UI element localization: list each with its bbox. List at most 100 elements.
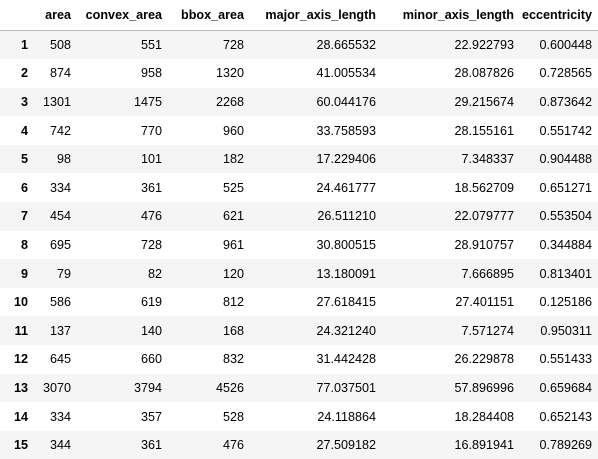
row-index: 7	[20, 209, 28, 224]
cell-major-axis-length: 24.118864	[317, 409, 376, 424]
cell-major-axis-length: 31.442428	[316, 352, 376, 367]
cell-area: 454	[49, 209, 71, 224]
cell-major-axis-length: 77.037501	[316, 380, 376, 395]
cell-area: 874	[49, 66, 71, 81]
cell-convex-area: 357	[140, 409, 162, 424]
cell-minor-axis-length: 7.571274	[461, 323, 514, 338]
table-row: 14 334 357 528 24.118864 18.284408 0.652143	[0, 402, 598, 431]
cell-major-axis-length: 60.044176	[316, 94, 376, 109]
cell-bbox-area: 120	[222, 266, 244, 281]
cell-convex-area: 361	[140, 180, 162, 195]
row-index: 14	[13, 409, 28, 424]
table-row: 12 645 660 832 31.442428 26.229878 0.551433	[0, 345, 598, 374]
row-index: 10	[13, 295, 28, 310]
cell-minor-axis-length: 28.087826	[454, 66, 514, 81]
cell-bbox-area: 960	[222, 123, 244, 138]
cell-eccentricity: 0.659684	[539, 380, 592, 395]
row-index: 5	[20, 152, 28, 167]
cell-eccentricity: 0.813401	[539, 266, 592, 281]
cell-area: 695	[49, 237, 71, 252]
cell-bbox-area: 1320	[215, 66, 244, 81]
cell-major-axis-length: 30.800515	[316, 237, 376, 252]
table-row: 9 79 82 120 13.180091 7.666895 0.813401	[0, 259, 598, 288]
cell-major-axis-length: 27.618415	[316, 295, 376, 310]
header-row: area convex_area bbox_area major_axis_le…	[0, 0, 598, 31]
cell-bbox-area: 4526	[215, 380, 244, 395]
row-index: 6	[20, 180, 28, 195]
cell-major-axis-length: 24.461777	[316, 180, 376, 195]
column-header-bbox-area: bbox_area	[168, 0, 250, 31]
table-row: 1 508 551 728 28.665532 22.922793 0.600448	[0, 30, 598, 60]
cell-convex-area: 770	[140, 123, 162, 138]
cell-eccentricity: 0.553504	[539, 209, 592, 224]
cell-bbox-area: 2268	[215, 94, 244, 109]
cell-minor-axis-length: 18.562709	[454, 180, 514, 195]
cell-area: 344	[49, 438, 71, 453]
table-row: 4 742 770 960 33.758593 28.155161 0.551742	[0, 116, 598, 145]
cell-eccentricity: 0.950311	[540, 323, 592, 338]
row-index: 2	[20, 66, 28, 81]
table-row: 11 137 140 168 24.321240 7.571274 0.950311	[0, 316, 598, 346]
cell-bbox-area: 621	[222, 209, 244, 224]
column-header-minor-axis-length: minor_axis_length	[382, 0, 520, 31]
cell-eccentricity: 0.652143	[539, 409, 592, 424]
cell-bbox-area: 182	[222, 152, 244, 167]
row-index: 3	[20, 94, 28, 109]
row-index: 11	[14, 323, 28, 338]
column-header-area: area	[36, 0, 77, 31]
cell-major-axis-length: 41.005534	[316, 66, 376, 81]
cell-eccentricity: 0.551433	[539, 352, 592, 367]
cell-eccentricity: 0.728565	[539, 66, 592, 81]
table-row: 6 334 361 525 24.461777 18.562709 0.651271	[0, 173, 598, 203]
table-header: area convex_area bbox_area major_axis_le…	[0, 0, 598, 31]
cell-minor-axis-length: 22.922793	[454, 38, 514, 53]
cell-bbox-area: 812	[222, 295, 244, 310]
cell-minor-axis-length: 18.284408	[454, 409, 514, 424]
row-index: 1	[20, 38, 28, 53]
cell-convex-area: 1475	[133, 94, 162, 109]
cell-bbox-area: 528	[222, 409, 244, 424]
cell-bbox-area: 832	[222, 352, 244, 367]
table-row: 3 1301 1475 2268 60.044176 29.215674 0.873642	[0, 87, 598, 117]
cell-convex-area: 361	[140, 438, 162, 453]
cell-convex-area: 660	[140, 352, 162, 367]
cell-convex-area: 3794	[133, 380, 162, 395]
row-index: 13	[13, 380, 28, 395]
cell-area: 137	[49, 323, 71, 338]
cell-bbox-area: 476	[222, 438, 244, 453]
cell-major-axis-length: 27.509182	[316, 438, 376, 453]
column-header-major-axis-length: major_axis_length	[250, 0, 382, 31]
row-index: 12	[13, 352, 28, 367]
cell-minor-axis-length: 28.910757	[454, 237, 514, 252]
cell-major-axis-length: 33.758593	[316, 123, 376, 138]
cell-minor-axis-length: 22.079777	[454, 209, 514, 224]
table-row: 8 695 728 961 30.800515 28.910757 0.344884	[0, 230, 598, 260]
cell-minor-axis-length: 26.229878	[454, 352, 514, 367]
cell-convex-area: 476	[140, 209, 162, 224]
cell-area: 586	[49, 295, 71, 310]
cell-minor-axis-length: 27.401151	[455, 295, 514, 310]
cell-minor-axis-length: 7.348337	[461, 152, 514, 167]
cell-major-axis-length: 24.321240	[316, 323, 376, 338]
cell-area: 334	[49, 180, 71, 195]
cell-convex-area: 101	[140, 152, 162, 167]
cell-convex-area: 551	[140, 38, 162, 53]
cell-convex-area: 958	[140, 66, 162, 81]
table-row: 7 454 476 621 26.511210 22.079777 0.553504	[0, 202, 598, 231]
row-index: 15	[13, 438, 28, 453]
cell-eccentricity: 0.789269	[539, 438, 592, 453]
cell-minor-axis-length: 28.155161	[454, 123, 514, 138]
table-row: 2 874 958 1320 41.005534 28.087826 0.728565	[0, 59, 598, 88]
cell-area: 3070	[42, 380, 71, 395]
cell-area: 334	[49, 409, 71, 424]
cell-area: 1301	[42, 94, 71, 109]
cell-minor-axis-length: 16.891941	[454, 438, 514, 453]
cell-eccentricity: 0.600448	[539, 38, 592, 53]
cell-bbox-area: 525	[222, 180, 244, 195]
cell-eccentricity: 0.551742	[539, 123, 592, 138]
column-header-eccentricity: eccentricity	[520, 0, 598, 31]
cell-bbox-area: 961	[222, 237, 244, 252]
cell-area: 98	[56, 152, 71, 167]
table-row: 5 98 101 182 17.229406 7.348337 0.904488	[0, 144, 598, 174]
